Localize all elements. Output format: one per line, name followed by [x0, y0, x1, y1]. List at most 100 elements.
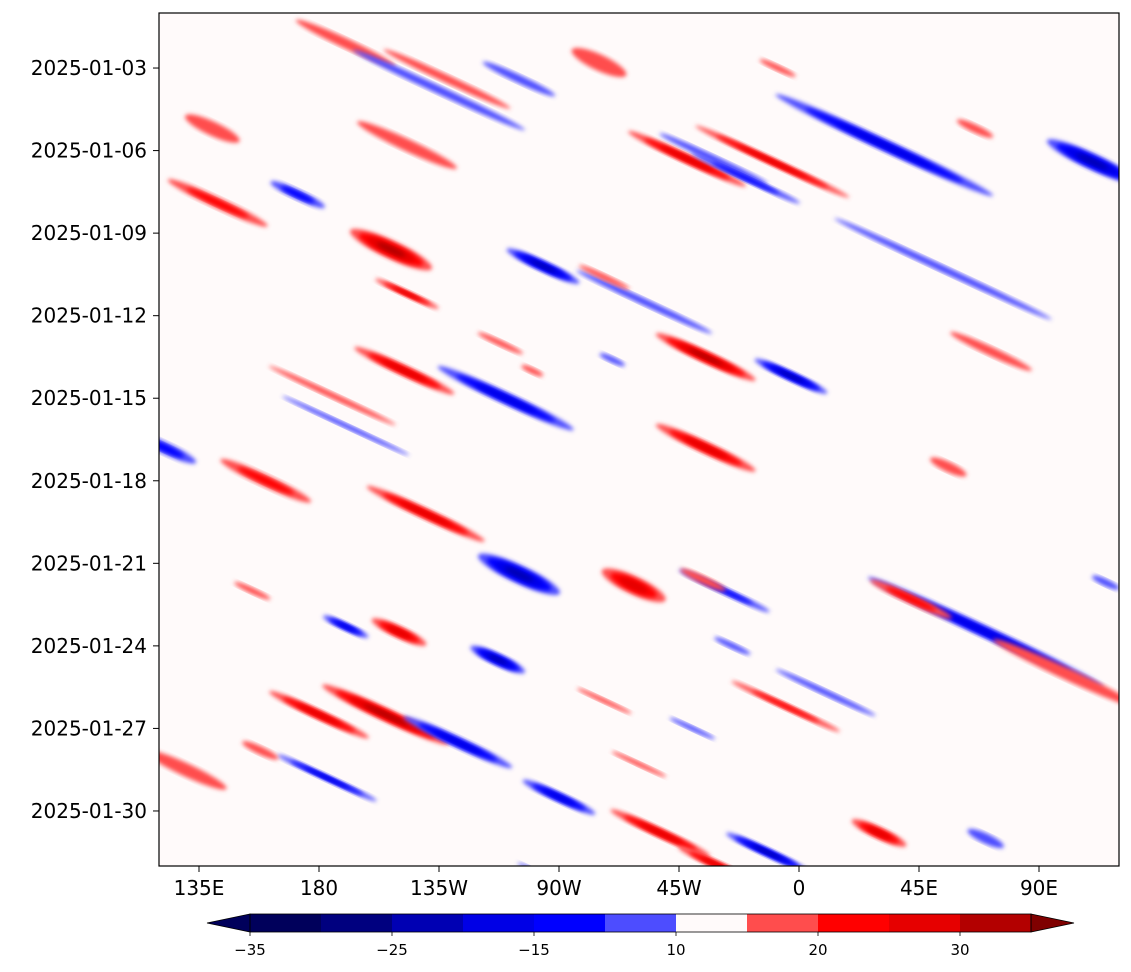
- contour-feature-55: [610, 809, 711, 857]
- colorbar-segment: [960, 914, 1032, 932]
- colorbar-segment: [321, 914, 393, 932]
- contour-band: [268, 365, 396, 426]
- contour-band: [993, 639, 1119, 708]
- contour-band: [477, 332, 523, 355]
- contour-feature-34: [366, 485, 485, 542]
- contour-band: [930, 457, 967, 477]
- colorbar-tick-label: −25: [376, 941, 408, 959]
- contour-band: [834, 218, 1052, 320]
- contour-band: [335, 621, 356, 632]
- colorbar-segment: [392, 914, 464, 932]
- contour-feature-8: [571, 47, 627, 78]
- contour-band: [386, 625, 412, 639]
- contour-band: [680, 568, 726, 591]
- contour-band: [738, 145, 807, 178]
- contour-feature-65: [611, 751, 667, 778]
- contour-feature-9: [482, 61, 556, 97]
- contour-band: [688, 348, 724, 366]
- contour-feature-24: [655, 333, 756, 381]
- contour-band: [234, 581, 271, 600]
- contour-band: [712, 162, 780, 194]
- contour-feature-45: [371, 618, 427, 646]
- contour-feature-23: [437, 366, 574, 431]
- contour-feature-1: [184, 114, 240, 143]
- contour-band: [700, 857, 738, 866]
- contour-band: [482, 61, 556, 97]
- y-tick-label: 2025-01-24: [31, 634, 147, 658]
- colorbar-tick-label: 10: [666, 941, 685, 959]
- x-tick-label: 90E: [1020, 876, 1058, 900]
- contour-band: [184, 114, 240, 143]
- contour-band: [835, 122, 933, 168]
- contour-feature-61: [967, 828, 1004, 849]
- colorbar-segment: [676, 914, 748, 932]
- contour-feature-14: [659, 133, 769, 185]
- contour-band: [1092, 575, 1119, 590]
- contour-feature-53: [242, 741, 279, 760]
- colorbar-extend-max: [1030, 913, 1075, 933]
- contour-feature-28: [599, 353, 626, 367]
- contour-band: [659, 133, 769, 185]
- contour-band: [778, 370, 804, 383]
- contour-band: [542, 789, 576, 805]
- contour-feature-26: [754, 358, 828, 394]
- x-tick-label: 45E: [900, 876, 938, 900]
- contour-feature-30: [268, 365, 396, 426]
- contour-band: [376, 242, 406, 257]
- contour-band: [521, 364, 544, 377]
- contour-band: [159, 438, 184, 458]
- contour-band: [304, 767, 350, 789]
- colorbar-tick-label: 20: [808, 941, 827, 959]
- y-tick-label: 2025-01-06: [31, 139, 147, 163]
- colorbar-segment: [534, 914, 606, 932]
- contour-feature-10: [506, 248, 580, 284]
- contour-feature-41: [870, 579, 952, 619]
- y-tick-label: 2025-01-21: [31, 551, 147, 575]
- contour-band: [296, 704, 342, 726]
- colorbar-frame: [249, 913, 1032, 933]
- contour-feature-35: [478, 553, 560, 595]
- contour-feature-7: [383, 49, 511, 109]
- contour-feature-57: [726, 832, 808, 866]
- colorbar-segment: [818, 914, 890, 932]
- contour-feature-48: [322, 684, 450, 745]
- contour-feature-64: [577, 688, 632, 714]
- colorbar-segment: [250, 914, 322, 932]
- x-tick-label: 135E: [174, 876, 225, 900]
- contour-feature-15: [691, 152, 801, 204]
- contour-band: [1076, 153, 1109, 170]
- plot-background: [159, 13, 1119, 866]
- contour-feature-31: [282, 396, 410, 456]
- x-tick-label: 0: [793, 876, 806, 900]
- colorbar: −35 −25 −15 10 20 30: [206, 913, 1075, 959]
- contour-band: [363, 704, 408, 726]
- colorbar-tick-label: 30: [950, 941, 969, 959]
- contour-feature-54: [522, 779, 596, 815]
- y-tick-label: 2025-01-30: [31, 799, 147, 823]
- contour-feature-47: [322, 615, 369, 638]
- contour-feature-43: [1092, 575, 1119, 590]
- contour-band: [714, 637, 751, 655]
- contour-band: [752, 845, 782, 859]
- contour-feature-4: [357, 121, 457, 169]
- contour-feature-0: [167, 179, 268, 227]
- contour-feature-38: [680, 568, 726, 591]
- contour-feature-19: [1046, 139, 1119, 184]
- colorbar-segment: [605, 914, 677, 932]
- colorbar-segment: [889, 914, 961, 932]
- contour-band: [280, 186, 315, 203]
- contour-feature-22: [375, 278, 439, 309]
- contour-feature-66: [669, 717, 715, 740]
- contour-band: [488, 654, 508, 665]
- contour-band: [282, 396, 410, 456]
- x-tick-label: 180: [300, 876, 338, 900]
- contour-feature-44: [470, 645, 526, 674]
- contour-band: [504, 567, 534, 582]
- contour-feature-33: [220, 458, 312, 503]
- contour-feature-20: [956, 119, 994, 138]
- contour-band: [775, 669, 876, 717]
- contour-band: [242, 741, 279, 760]
- y-axis: 2025-01-03 2025-01-06 2025-01-09 2025-01-12…: [31, 56, 159, 823]
- colorbar-extend-min: [206, 913, 251, 933]
